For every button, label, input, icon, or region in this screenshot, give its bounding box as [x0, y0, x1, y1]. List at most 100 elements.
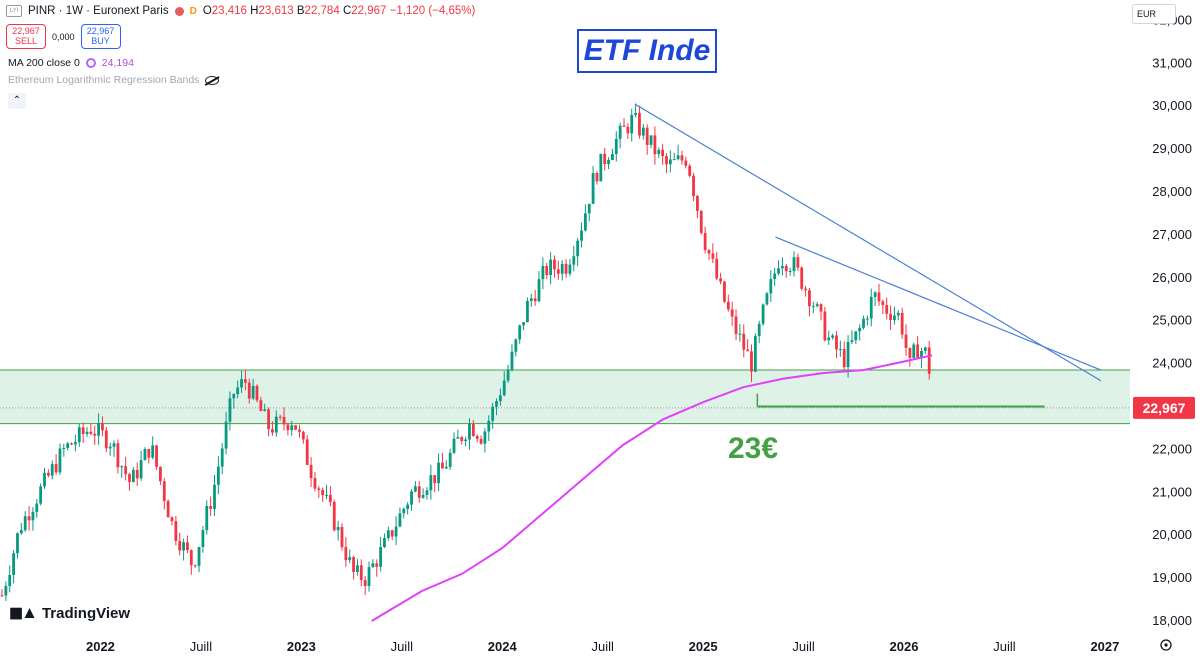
candle-body	[379, 547, 383, 567]
candle	[618, 122, 622, 149]
trendline-2	[775, 236, 1102, 371]
price-tick-label: 25,000	[1152, 313, 1192, 328]
candle-body	[259, 400, 263, 412]
candle	[186, 535, 189, 554]
candle-body	[869, 296, 873, 319]
candle-body	[309, 464, 313, 478]
candle	[162, 478, 166, 510]
candle	[367, 561, 371, 592]
collapse-legend-button[interactable]: ⌃	[8, 93, 26, 109]
candle	[375, 559, 379, 577]
candle	[603, 147, 607, 171]
candle-body	[893, 315, 896, 320]
candle	[823, 307, 827, 342]
candle-body	[587, 203, 591, 214]
candle-body	[495, 401, 498, 407]
candle	[665, 152, 668, 174]
candle	[626, 123, 630, 139]
candle-body	[649, 135, 653, 145]
candle-body	[784, 266, 788, 272]
indicator-settings-icon[interactable]	[85, 58, 96, 68]
candle	[645, 124, 649, 155]
candle-body	[537, 279, 541, 302]
candle	[495, 398, 498, 416]
candle	[444, 460, 448, 470]
candle-body	[375, 563, 379, 567]
candle	[904, 324, 908, 356]
sell-price: 22,967	[12, 26, 40, 36]
price-tick-label: 31,000	[1152, 55, 1192, 70]
candle-body	[0, 595, 4, 597]
candle	[50, 460, 54, 480]
candle-body	[193, 565, 197, 567]
tradingview-logo-icon: ◼▲	[9, 603, 38, 622]
candle	[251, 378, 255, 401]
candle-body	[89, 431, 93, 434]
buy-button[interactable]: 22,967 BUY	[80, 24, 121, 49]
ohlc-close: 22,967	[351, 5, 387, 17]
candle	[854, 331, 858, 344]
candle	[587, 203, 591, 222]
candle-body	[301, 431, 305, 440]
candle	[128, 472, 131, 491]
candle	[402, 507, 406, 519]
buy-price: 22,967	[86, 26, 115, 36]
erb-label: Ethereum Logarithmic Regression Bands	[8, 74, 200, 86]
currency-selector[interactable]: EUR	[1132, 4, 1176, 24]
candle-body	[367, 567, 371, 587]
candle	[881, 299, 885, 315]
candle	[804, 285, 807, 297]
candle	[43, 467, 46, 489]
candle	[290, 420, 294, 436]
candle	[282, 407, 286, 431]
candle	[734, 309, 738, 341]
candle	[62, 443, 66, 457]
sell-button[interactable]: 22,967 SELL	[6, 24, 46, 49]
candle-body	[572, 256, 576, 265]
candle-body	[209, 506, 213, 509]
hidden-eye-icon[interactable]	[205, 75, 220, 85]
candle-body	[514, 339, 518, 352]
candle	[120, 465, 124, 478]
candle-body	[197, 546, 201, 566]
candle	[27, 506, 31, 531]
candle	[356, 558, 359, 576]
candle	[773, 267, 777, 287]
candle	[441, 452, 444, 469]
candle-body	[908, 347, 912, 358]
candle-body	[568, 264, 572, 274]
candle	[661, 143, 665, 165]
candle-body	[77, 427, 81, 443]
candle	[85, 427, 89, 437]
candle	[193, 564, 197, 568]
axis-settings-icon-ring	[1160, 639, 1172, 651]
ohlc-open: 23,416	[211, 5, 247, 17]
erb-indicator-legend[interactable]: Ethereum Logarithmic Regression Bands	[8, 74, 220, 86]
candle	[371, 559, 375, 569]
candle-body	[498, 395, 502, 402]
candle-body	[12, 553, 15, 575]
candle-body	[313, 477, 317, 489]
ma-indicator-legend[interactable]: MA 200 close 0 24,194	[8, 57, 134, 69]
candle-body	[846, 341, 850, 368]
candle	[877, 283, 881, 306]
candle	[23, 511, 27, 532]
candle	[738, 324, 742, 342]
symbol-line[interactable]: PINR · 1W · Euronext Paris	[28, 5, 169, 17]
candle	[723, 280, 726, 304]
candle-body	[143, 449, 147, 461]
candle-body	[448, 452, 452, 467]
candle	[711, 243, 715, 264]
axis-settings-icon[interactable]	[1160, 639, 1172, 651]
candle	[699, 210, 703, 235]
candle-body	[124, 466, 128, 475]
candle	[278, 414, 282, 421]
time-axis-bg	[0, 630, 1200, 658]
candle-body	[696, 195, 699, 211]
candle	[831, 333, 835, 340]
candle-body	[923, 347, 927, 351]
candle-body	[479, 438, 483, 444]
candle	[390, 529, 394, 541]
candle	[394, 516, 398, 546]
